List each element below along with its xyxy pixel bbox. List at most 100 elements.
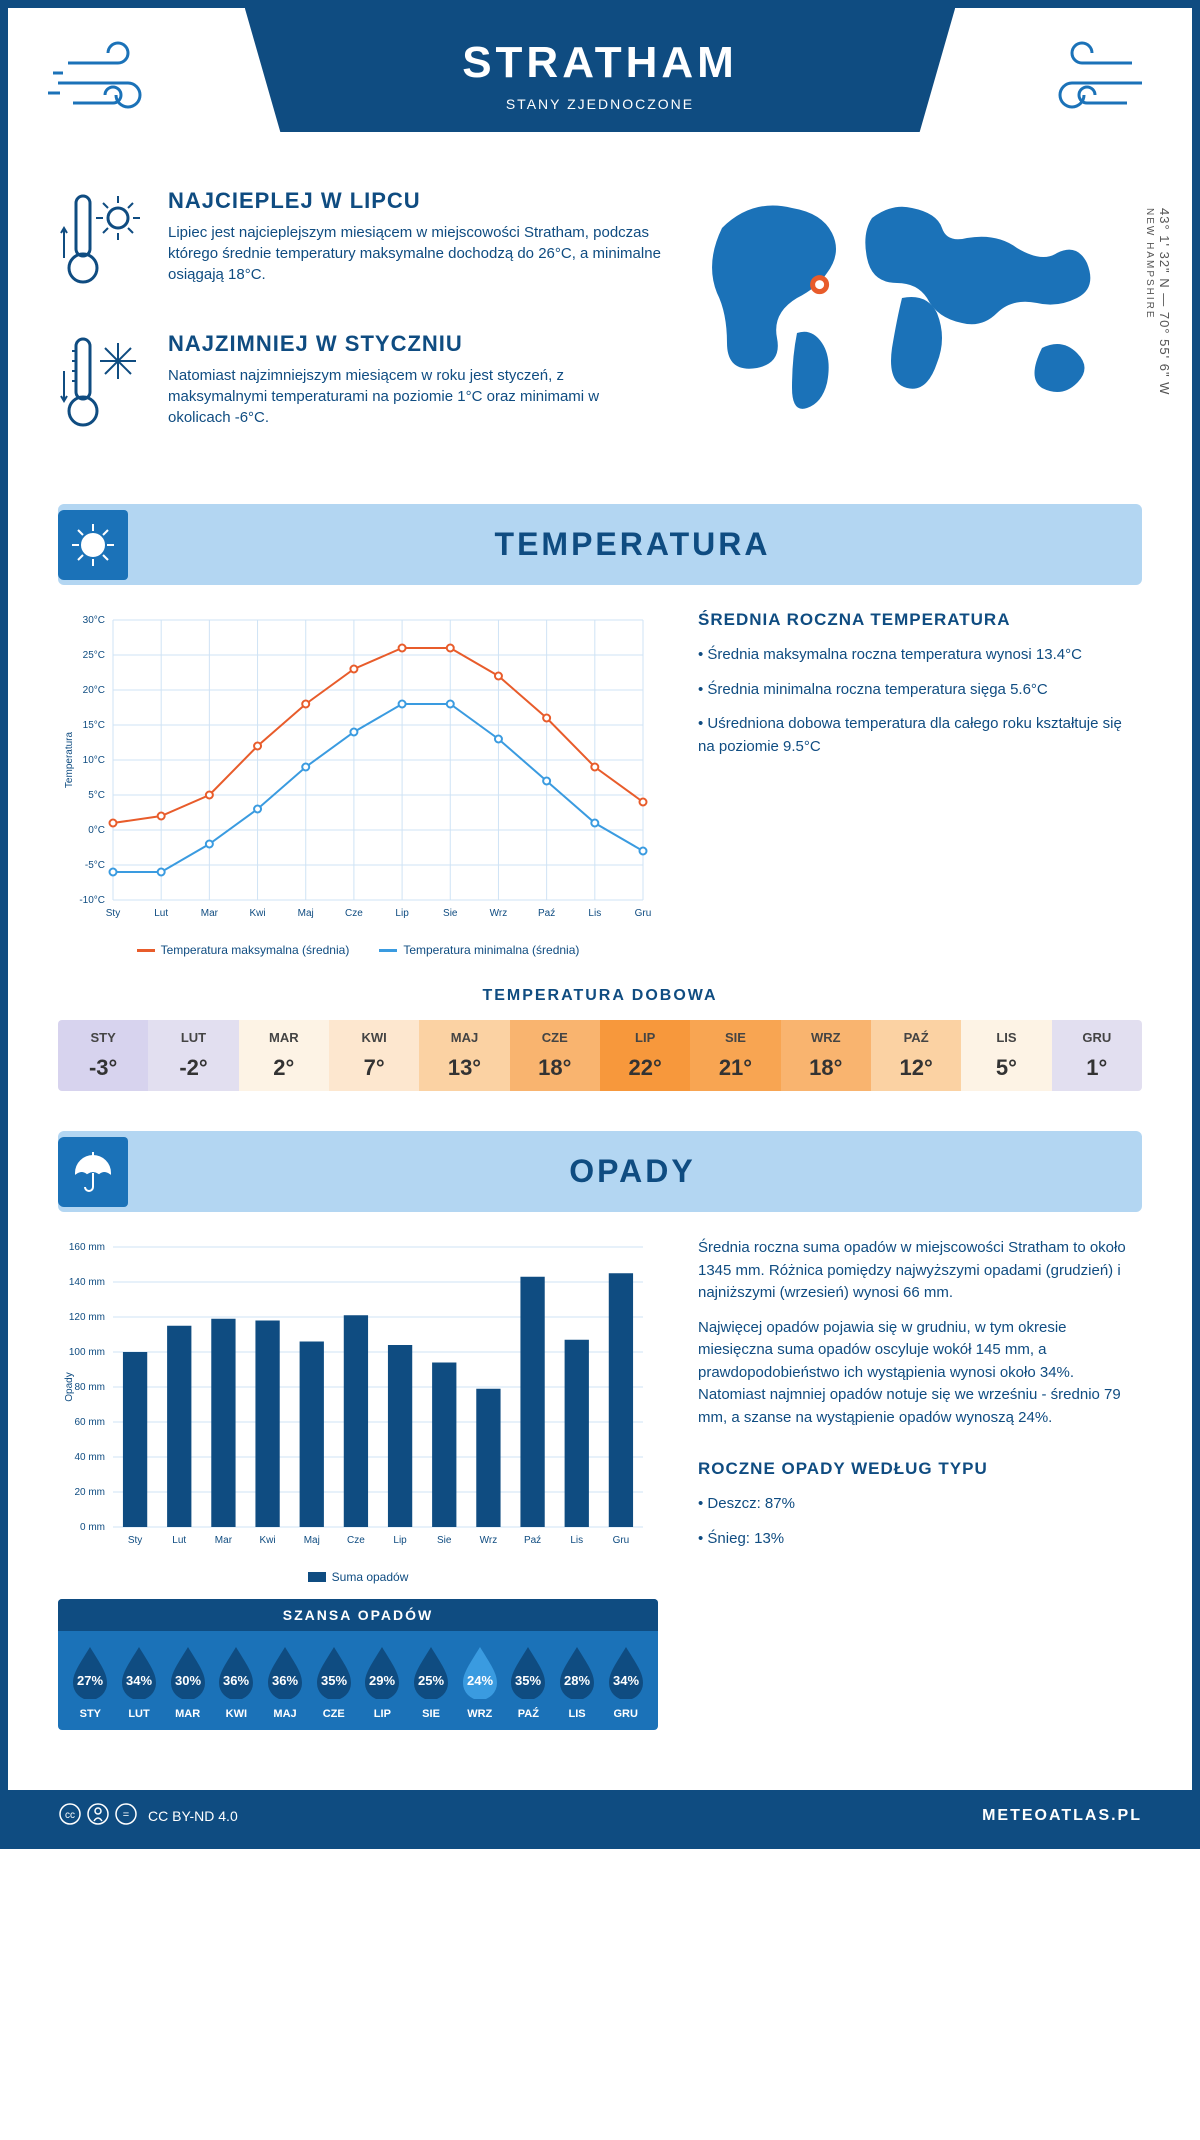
svg-text:Mar: Mar (215, 1535, 233, 1546)
city-title: STRATHAM (265, 38, 935, 88)
daily-temp-cell: LIS5° (961, 1020, 1051, 1091)
hottest-block: NAJCIEPLEJ W LIPCU Lipiec jest najcieple… (58, 188, 662, 303)
svg-text:Lut: Lut (154, 908, 168, 919)
coldest-title: NAJZIMNIEJ W STYCZNIU (168, 331, 662, 357)
svg-text:20 mm: 20 mm (74, 1487, 105, 1498)
precip-section-header: OPADY (58, 1131, 1142, 1212)
svg-text:Mar: Mar (201, 908, 219, 919)
coldest-block: NAJZIMNIEJ W STYCZNIU Natomiast najzimni… (58, 331, 662, 446)
daily-temp-cell: GRU1° (1052, 1020, 1142, 1091)
daily-temp-cell: WRZ18° (781, 1020, 871, 1091)
daily-temp-cell: STY-3° (58, 1020, 148, 1091)
precip-text: Średnia roczna suma opadów w miejscowośc… (698, 1237, 1142, 1730)
svg-text:-10°C: -10°C (79, 895, 105, 906)
temperature-annual-text: ŚREDNIA ROCZNA TEMPERATURA • Średnia mak… (698, 610, 1142, 957)
hottest-body: Lipiec jest najcieplejszym miesiącem w m… (168, 222, 662, 285)
umbrella-icon (58, 1137, 128, 1207)
svg-text:25%: 25% (418, 1673, 444, 1688)
wind-swirl-icon (1032, 33, 1152, 128)
svg-text:Gru: Gru (613, 1535, 630, 1546)
svg-text:30%: 30% (175, 1673, 201, 1688)
daily-temp-cell: MAR2° (239, 1020, 329, 1091)
rain-drop: 25%SIE (407, 1645, 456, 1720)
hottest-title: NAJCIEPLEJ W LIPCU (168, 188, 662, 214)
svg-text:24%: 24% (467, 1673, 493, 1688)
intro-row: NAJCIEPLEJ W LIPCU Lipiec jest najcieple… (58, 188, 1142, 474)
svg-text:15°C: 15°C (83, 720, 105, 731)
svg-text:140 mm: 140 mm (69, 1277, 105, 1288)
svg-text:80 mm: 80 mm (74, 1382, 105, 1393)
svg-text:Paź: Paź (538, 908, 555, 919)
rain-drop: 36%MAJ (261, 1645, 310, 1720)
svg-text:Cze: Cze (347, 1535, 365, 1546)
svg-text:60 mm: 60 mm (74, 1417, 105, 1428)
sun-icon (58, 510, 128, 580)
svg-text:Sie: Sie (437, 1535, 452, 1546)
title-banner: STRATHAM STANY ZJEDNOCZONE (245, 8, 955, 132)
daily-temp-strip: STY-3°LUT-2°MAR2°KWI7°MAJ13°CZE18°LIP22°… (58, 1020, 1142, 1091)
header: STRATHAM STANY ZJEDNOCZONE (8, 8, 1192, 188)
rain-drop: 24%WRZ (455, 1645, 504, 1720)
daily-temp-title: TEMPERATURA DOBOWA (58, 987, 1142, 1005)
svg-text:Lip: Lip (393, 1535, 407, 1546)
legend-max: Temperatura maksymalna (średnia) (137, 943, 350, 957)
rain-drop: 27%STY (66, 1645, 115, 1720)
site-name: METEOATLAS.PL (982, 1807, 1142, 1825)
svg-text:Lis: Lis (588, 908, 601, 919)
thermometer-cold-icon (58, 331, 148, 446)
svg-text:100 mm: 100 mm (69, 1347, 105, 1358)
svg-text:Lip: Lip (395, 908, 409, 919)
svg-text:cc: cc (65, 1810, 75, 1821)
svg-text:Paź: Paź (524, 1535, 541, 1546)
temperature-line-chart: -10°C-5°C0°C5°C10°C15°C20°C25°C30°CStyLu… (58, 610, 658, 957)
svg-text:30°C: 30°C (83, 615, 105, 626)
svg-text:36%: 36% (223, 1673, 249, 1688)
daily-temp-cell: CZE18° (510, 1020, 600, 1091)
svg-text:35%: 35% (515, 1673, 541, 1688)
cc-icon: cc = (58, 1802, 138, 1829)
svg-text:Gru: Gru (635, 908, 652, 919)
rain-drop: 36%KWI (212, 1645, 261, 1720)
svg-text:Cze: Cze (345, 908, 363, 919)
svg-text:10°C: 10°C (83, 755, 105, 766)
precip-title: OPADY (153, 1153, 1112, 1190)
world-map: 43° 1' 32" N — 70° 55' 6" W NEW HAMPSHIR… (702, 188, 1142, 474)
svg-text:Wrz: Wrz (480, 1535, 498, 1546)
svg-text:35%: 35% (321, 1673, 347, 1688)
temperature-title: TEMPERATURA (153, 526, 1112, 563)
svg-text:34%: 34% (126, 1673, 152, 1688)
legend-min: Temperatura minimalna (średnia) (379, 943, 579, 957)
daily-temp-cell: MAJ13° (419, 1020, 509, 1091)
svg-text:20°C: 20°C (83, 685, 105, 696)
svg-text:Sie: Sie (443, 908, 458, 919)
daily-temp-cell: KWI7° (329, 1020, 419, 1091)
daily-temp-cell: SIE21° (690, 1020, 780, 1091)
svg-text:Kwi: Kwi (249, 908, 265, 919)
svg-text:Lut: Lut (172, 1535, 186, 1546)
coordinates: 43° 1' 32" N — 70° 55' 6" W NEW HAMPSHIR… (1142, 208, 1172, 395)
svg-text:28%: 28% (564, 1673, 590, 1688)
svg-text:Sty: Sty (106, 908, 120, 919)
svg-text:-5°C: -5°C (85, 860, 105, 871)
footer: cc = CC BY-ND 4.0 METEOATLAS.PL (8, 1790, 1192, 1841)
daily-temp-cell: LUT-2° (148, 1020, 238, 1091)
svg-text:120 mm: 120 mm (69, 1312, 105, 1323)
legend-precip: Suma opadów (308, 1570, 409, 1584)
rain-drop: 34%LUT (115, 1645, 164, 1720)
rain-drop: 30%MAR (163, 1645, 212, 1720)
svg-text:Maj: Maj (298, 908, 314, 919)
svg-text:Sty: Sty (128, 1535, 142, 1546)
country-subtitle: STANY ZJEDNOCZONE (265, 96, 935, 112)
svg-text:29%: 29% (369, 1673, 395, 1688)
precip-bar-chart: 0 mm20 mm40 mm60 mm80 mm100 mm120 mm140 … (58, 1237, 658, 1584)
rain-drop: 35%PAŹ (504, 1645, 553, 1720)
rain-drop: 35%CZE (309, 1645, 358, 1720)
svg-text:0°C: 0°C (88, 825, 105, 836)
svg-text:Wrz: Wrz (490, 908, 508, 919)
svg-text:Opady: Opady (64, 1372, 75, 1401)
wind-swirl-icon (48, 33, 168, 128)
temperature-section-header: TEMPERATURA (58, 504, 1142, 585)
svg-text:Maj: Maj (304, 1535, 320, 1546)
svg-text:Temperatura: Temperatura (64, 731, 75, 788)
svg-text:Lis: Lis (570, 1535, 583, 1546)
